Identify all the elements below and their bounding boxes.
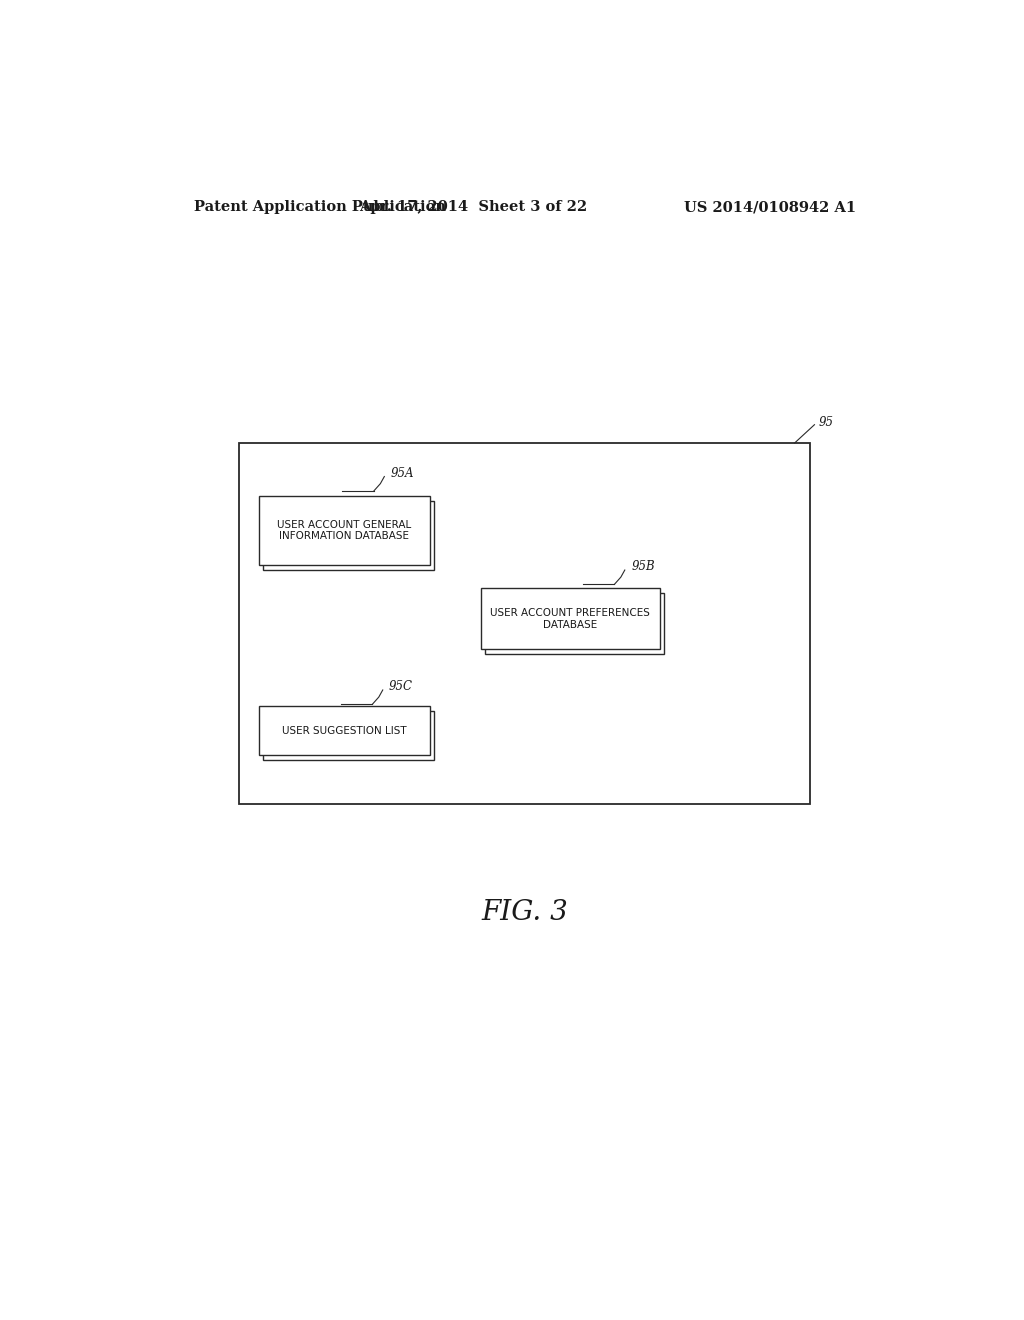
Text: US 2014/0108942 A1: US 2014/0108942 A1 <box>684 201 856 214</box>
Text: 95C: 95C <box>389 680 413 693</box>
Text: USER ACCOUNT PREFERENCES
DATABASE: USER ACCOUNT PREFERENCES DATABASE <box>490 609 650 630</box>
Text: FIG. 3: FIG. 3 <box>481 899 568 927</box>
Bar <box>259 706 430 755</box>
Text: USER SUGGESTION LIST: USER SUGGESTION LIST <box>282 726 407 735</box>
Bar <box>263 500 433 570</box>
Text: Patent Application Publication: Patent Application Publication <box>194 201 445 214</box>
Text: 95: 95 <box>818 416 834 429</box>
Text: USER ACCOUNT GENERAL
INFORMATION DATABASE: USER ACCOUNT GENERAL INFORMATION DATABAS… <box>278 520 412 541</box>
Bar <box>259 496 430 565</box>
Bar <box>240 444 811 804</box>
Text: 95A: 95A <box>391 466 414 479</box>
Text: Apr. 17, 2014  Sheet 3 of 22: Apr. 17, 2014 Sheet 3 of 22 <box>359 201 588 214</box>
Text: 95B: 95B <box>631 560 654 573</box>
Bar <box>481 589 659 649</box>
Bar <box>263 711 433 760</box>
Bar <box>485 594 664 655</box>
